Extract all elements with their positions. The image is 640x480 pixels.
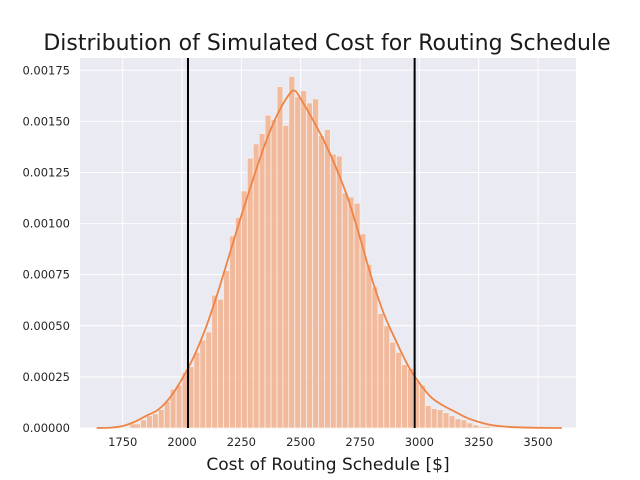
histogram-bar — [157, 409, 165, 429]
threshold-lines — [186, 58, 416, 428]
histogram-bar — [442, 412, 450, 429]
histogram-bar — [365, 264, 373, 429]
histogram-bar — [294, 96, 302, 429]
histogram-bars — [97, 75, 563, 429]
histogram-bar — [424, 405, 432, 429]
histogram-bar — [318, 135, 325, 429]
histogram-bar — [335, 155, 343, 429]
y-tick-label: 0.00175 — [22, 63, 70, 77]
x-tick-label: 3500 — [523, 435, 552, 449]
histogram-bar — [151, 413, 159, 429]
x-tick-labels: 1750 2000 2250 2500 2750 3000 3250 3500 — [108, 435, 553, 449]
kde-line — [96, 89, 562, 429]
y-tick-labels: 0.00000 0.00025 0.00050 0.00075 0.00100 0.001… — [22, 63, 70, 435]
histogram-bar — [118, 427, 131, 429]
y-tick-label: 0.00025 — [22, 370, 70, 384]
y-tick-label: 0.00125 — [22, 165, 70, 179]
histogram-bar — [258, 133, 266, 429]
histogram-bar — [359, 233, 367, 429]
histogram-bar — [454, 418, 462, 429]
histogram-bar — [235, 217, 242, 429]
histogram-bar — [347, 196, 355, 429]
histogram-bar — [282, 125, 290, 429]
histogram-bar — [401, 364, 408, 429]
histogram-bar — [383, 325, 391, 429]
histogram-bar — [472, 424, 480, 429]
y-tick-label: 0.00050 — [22, 319, 70, 333]
y-tick-label: 0.00075 — [22, 268, 70, 282]
histogram-bar — [246, 157, 254, 429]
histogram-bar — [448, 415, 456, 429]
histogram-bar — [146, 415, 153, 429]
histogram-bar — [140, 419, 147, 429]
histogram-bar — [377, 313, 385, 429]
y-tick-label: 0.00150 — [22, 114, 70, 128]
x-tick-label: 2000 — [167, 435, 196, 449]
histogram-bar — [129, 423, 141, 429]
histogram-bar — [490, 427, 503, 429]
x-tick-label: 1750 — [108, 435, 137, 449]
y-tick-label: 0.00000 — [22, 421, 70, 435]
histogram-bar — [276, 86, 284, 429]
x-tick-label: 2250 — [227, 435, 256, 449]
histogram-bar — [436, 409, 444, 429]
histogram-bar — [199, 339, 207, 429]
histogram-bar — [163, 401, 171, 429]
x-tick-label: 3250 — [464, 435, 493, 449]
histogram-bar — [371, 286, 379, 429]
histogram-bar — [217, 298, 224, 429]
histogram-bar — [175, 384, 183, 429]
histogram-bar — [329, 153, 337, 429]
histogram-bar — [240, 190, 248, 429]
histogram-bar — [193, 351, 201, 429]
histogram-bar — [205, 331, 213, 429]
histogram-bar — [270, 118, 278, 429]
x-tick-label: 2500 — [286, 435, 315, 449]
histogram-bar — [341, 192, 349, 429]
histogram-bar — [300, 90, 308, 429]
histogram-bar — [389, 341, 397, 429]
histogram-bar — [288, 75, 296, 429]
chart-title: Distribution of Simulated Cost for Routi… — [43, 31, 610, 56]
histogram-bar — [223, 270, 230, 429]
histogram-bar — [478, 426, 491, 429]
histogram-bar — [324, 129, 331, 429]
histogram-bar — [252, 143, 260, 429]
histogram-bar — [395, 351, 402, 429]
x-tick-label: 3000 — [405, 435, 434, 449]
histogram-bar — [418, 384, 426, 429]
histogram-bar — [312, 98, 319, 429]
histogram-bar — [306, 102, 313, 429]
histogram-bar — [229, 235, 236, 429]
histogram-bar — [211, 294, 219, 429]
x-tick-label: 2750 — [345, 435, 374, 449]
histogram-bar — [407, 368, 414, 429]
x-axis-label: Cost of Routing Schedule [$] — [206, 455, 449, 475]
histogram-bar — [460, 419, 468, 429]
histogram-bar — [264, 114, 272, 429]
histogram-bar — [466, 422, 474, 429]
histogram-bar — [430, 408, 438, 429]
y-tick-label: 0.00100 — [22, 217, 70, 231]
